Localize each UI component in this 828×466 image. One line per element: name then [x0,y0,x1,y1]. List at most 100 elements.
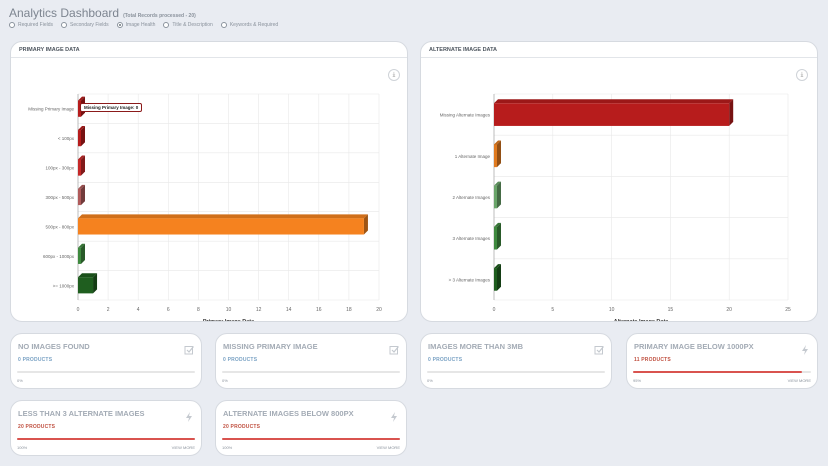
x-tick-label: 14 [286,307,292,313]
primary-image-chart: 0 2 4 6 8 10 12 14 16 18 20 Missing Primary Image < … [28,93,382,321]
view-more-link[interactable]: VIEW MORE [171,445,195,450]
kpi-card: PRIMARY IMAGE BELOW 1000PX 11 PRODUCTS 95%… [626,333,818,389]
y-tick-label: Missing Alternate Images [440,113,491,118]
check-square-icon [594,342,604,355]
radio-button[interactable] [116,22,123,28]
card-count: 0 PRODUCTS [428,357,463,363]
radio-label: Secondary Fields [70,22,109,28]
radio-label: Title & Description [172,22,213,28]
bar[interactable] [78,214,368,235]
card-percent: 0% [17,378,23,383]
progress-fill [17,438,195,440]
progress-fill [633,371,803,373]
card-title: NO IMAGES FOUND [18,342,90,351]
y-tick-label: Missing Primary Image [28,107,74,112]
card-count: 11 PRODUCTS [634,357,671,363]
bar[interactable] [494,99,734,126]
y-tick-label: 500px - 800px [45,224,74,229]
check-square-icon [389,342,399,355]
x-tick-label: 2 [107,307,110,313]
kpi-card: IMAGES MORE THAN 3MB 0 PRODUCTS 0% [420,333,612,389]
x-tick-label: 25 [785,307,791,313]
kpi-card: NO IMAGES FOUND 0 PRODUCTS 0% [10,333,202,389]
radio-button[interactable] [220,22,227,28]
radio-button[interactable] [61,22,68,28]
progress-bar [222,438,400,440]
bar[interactable] [78,126,85,147]
alternate-image-chart: 0 5 10 15 20 25 Missing Alternate Images 1 Alte… [440,93,791,322]
x-tick-label: 18 [346,307,352,313]
x-tick-label: 5 [551,307,554,313]
y-tick-label: >= 1000px [53,283,75,288]
x-tick-label: 10 [609,307,615,313]
card-count: 20 PRODUCTS [223,424,261,430]
panel-title: PRIMARY IMAGE DATA [11,42,407,58]
y-tick-label: 2 Alternate Images [452,195,490,200]
panel-title: ALTERNATE IMAGE DATA [421,42,817,58]
bar[interactable] [78,243,85,264]
page-title: Analytics Dashboard [9,6,120,20]
radio-label: Required Fields [18,22,54,28]
card-title: ALTERNATE IMAGES BELOW 800PX [223,409,354,418]
bar[interactable] [78,184,85,206]
radio-keywords-required[interactable]: Keywords & Required [220,22,279,28]
bar[interactable] [494,140,501,168]
card-title: LESS THAN 3 ALTERNATE IMAGES [18,409,145,418]
x-tick-label: 20 [726,307,732,313]
check-square-icon [184,342,194,355]
card-title: PRIMARY IMAGE BELOW 1000PX [634,342,754,351]
card-percent: 100% [17,445,28,450]
radio-secondary-fields[interactable]: Secondary Fields [61,22,109,28]
radio-button[interactable] [9,22,15,28]
x-tick-label: 20 [376,307,382,313]
x-tick-label: 10 [226,307,232,313]
kpi-card: MISSING PRIMARY IMAGE 0 PRODUCTS 0% [215,333,407,389]
alternate-chart-area: 0 5 10 15 20 25 Missing Alternate Images 1 Alte… [421,59,817,321]
card-title: MISSING PRIMARY IMAGE [223,342,318,351]
view-more-link[interactable]: VIEW MORE [787,378,811,383]
bar[interactable] [78,273,98,294]
y-tick-label: > 3 Alternate Images [449,277,491,282]
card-count: 0 PRODUCTS [223,357,258,363]
download-icon[interactable]: ⤓ [796,69,808,81]
card-count: 0 PRODUCTS [18,357,53,363]
bar[interactable] [494,181,501,209]
bar[interactable] [78,155,85,176]
y-tick-label: 300px - 500px [45,195,74,200]
radio-label: Keywords & Required [229,22,279,28]
view-more-link[interactable]: VIEW MORE [376,445,400,450]
x-axis-label: Alternate Image Data [614,319,670,322]
page-subtitle: (Total Records processed - 20) [123,13,196,19]
x-tick-label: 4 [137,307,140,313]
y-tick-label: 1 Alternate Image [455,154,491,159]
radio-button[interactable] [163,22,170,28]
lightning-icon [800,342,810,355]
progress-fill [222,438,400,440]
radio-label: Image Health [125,22,156,28]
x-tick-label: 12 [256,307,262,313]
card-percent: 100% [222,445,233,450]
bar[interactable] [494,264,501,291]
x-tick-label: 16 [316,307,322,313]
card-percent: 95% [633,378,642,383]
download-icon[interactable]: ⤓ [388,69,400,81]
x-tick-label: 15 [668,307,674,313]
primary-chart-area: 0 2 4 6 8 10 12 14 16 18 20 Missing Primary Image < … [11,59,407,321]
view-radio-group: Required Fields Secondary Fields Image Hea… [9,22,278,28]
y-tick-label: 3 Alternate Images [452,236,490,241]
lightning-icon [184,409,194,422]
bar[interactable] [494,222,501,250]
radio-image-health[interactable]: Image Health [116,22,156,28]
lightning-icon [389,409,399,422]
radio-title-description[interactable]: Title & Description [163,22,213,28]
y-tick-label: 600px - 1000px [43,254,75,259]
kpi-card: ALTERNATE IMAGES BELOW 800PX 20 PRODUCTS 1… [215,400,407,456]
chart-tooltip: Missing Primary Image: 0 [80,103,143,112]
x-tick-label: 6 [167,307,170,313]
x-tick-label: 8 [197,307,200,313]
kpi-card: LESS THAN 3 ALTERNATE IMAGES 20 PRODUCTS 1… [10,400,202,456]
card-count: 20 PRODUCTS [18,424,56,430]
progress-bar [633,371,811,373]
card-title: IMAGES MORE THAN 3MB [428,342,524,351]
radio-required-fields[interactable]: Required Fields [9,22,53,28]
